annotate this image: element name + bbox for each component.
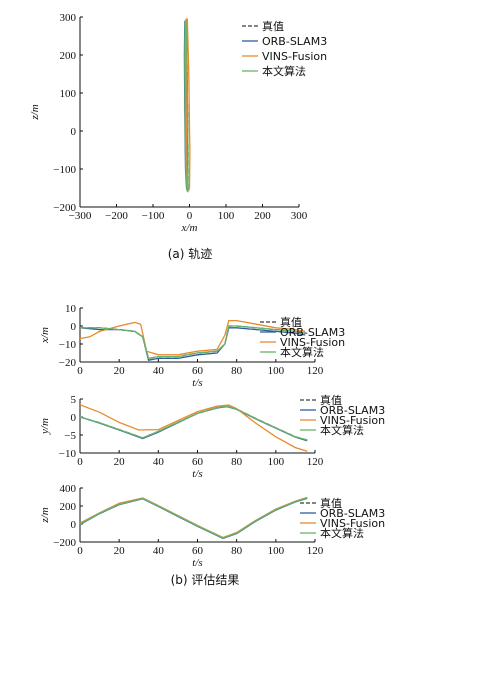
legend-label: 真值 <box>320 496 342 510</box>
y-tick-label: 200 <box>60 501 77 513</box>
y-axis-label: z/m <box>29 104 41 120</box>
x-tick-label: 120 <box>307 365 324 377</box>
y-tick-label: 0 <box>71 412 77 424</box>
y-tick-label: 10 <box>65 303 77 315</box>
legend-label: VINS-Fusion <box>320 517 385 530</box>
legend-label: 真值 <box>320 393 342 407</box>
legend-label: ORB-SLAM3 <box>262 35 327 48</box>
x-tick-label: −300 <box>69 210 92 222</box>
series-line-2 <box>185 18 191 192</box>
x-tick-label: 80 <box>231 456 243 468</box>
y-tick-label: 0 <box>71 321 77 333</box>
x-tick-label: 0 <box>77 456 83 468</box>
legend-label: ORB-SLAM3 <box>320 404 385 417</box>
y-tick-label: 400 <box>60 483 77 495</box>
y-tick-label: −200 <box>53 202 76 214</box>
chart-1: 0 20 40 60 80 100 120 −20 −10 0 10 t/s x/m 真值ORB-SLAM… <box>39 303 345 389</box>
x-tick-label: 120 <box>307 545 324 557</box>
y-tick-label: 5 <box>71 394 77 406</box>
legend-label: ORB-SLAM3 <box>280 326 345 339</box>
x-tick-label: 60 <box>192 365 204 377</box>
y-tick-label: 200 <box>60 50 77 62</box>
series-line-3 <box>80 325 306 360</box>
x-axis-label: t/s <box>192 468 202 480</box>
x-tick-label: 100 <box>268 365 285 377</box>
caption-a: (a) 轨迹 <box>168 247 213 261</box>
y-tick-label: −10 <box>59 339 77 351</box>
x-tick-label: 60 <box>192 456 204 468</box>
legend-label: 本文算法 <box>320 526 364 540</box>
x-tick-label: 100 <box>268 456 285 468</box>
x-tick-label: 20 <box>114 545 126 557</box>
series-line-1 <box>79 497 308 540</box>
legend-label: 本文算法 <box>262 64 306 78</box>
y-tick-label: −200 <box>53 537 76 549</box>
x-tick-label: 0 <box>77 365 83 377</box>
series-line-2 <box>79 496 308 539</box>
x-tick-label: 40 <box>153 456 165 468</box>
x-tick-label: 300 <box>291 210 308 222</box>
x-axis-label: t/s <box>192 557 202 569</box>
x-tick-label: 40 <box>153 365 165 377</box>
y-axis-label: x/m <box>39 327 51 344</box>
y-tick-label: −100 <box>53 164 76 176</box>
series-line-3 <box>79 405 308 441</box>
x-tick-label: 100 <box>268 545 285 557</box>
x-tick-label: 100 <box>218 210 235 222</box>
y-tick-label: 100 <box>60 88 77 100</box>
series-line-1 <box>79 327 306 361</box>
legend-label: 真值 <box>280 315 302 329</box>
y-tick-label: 300 <box>60 12 77 24</box>
legend-label: VINS-Fusion <box>262 50 327 63</box>
y-tick-label: −20 <box>59 357 77 369</box>
x-axis-label: x/m <box>181 222 198 234</box>
y-tick-label: −5 <box>64 430 76 442</box>
x-axis-label: t/s <box>192 377 202 389</box>
series-line-3 <box>79 497 308 539</box>
y-tick-label: 0 <box>71 126 77 138</box>
series-line-2 <box>79 319 306 356</box>
x-tick-label: 0 <box>187 210 193 222</box>
series-line-2 <box>79 404 308 452</box>
caption-b: (b) 评估结果 <box>171 573 240 587</box>
series-line-3 <box>184 20 189 193</box>
legend-label: 真值 <box>262 19 284 33</box>
chart-0: −300 −200 −100 0 100 200 300−200−1000100200300… <box>29 12 327 234</box>
y-tick-label: −10 <box>59 448 77 460</box>
x-tick-label: −200 <box>105 210 128 222</box>
legend-label: 本文算法 <box>280 345 324 359</box>
x-tick-label: 60 <box>192 545 204 557</box>
chart-3: 0 20 40 60 80 100 120−2000200400t/sz/m真值ORB-SL… <box>39 483 385 569</box>
legend-label: 本文算法 <box>320 423 364 437</box>
x-tick-label: 80 <box>231 545 243 557</box>
y-tick-label: 0 <box>71 519 77 531</box>
y-axis-label: z/m <box>39 507 51 523</box>
series-line-0 <box>79 497 308 539</box>
x-tick-label: 40 <box>153 545 165 557</box>
legend-label: ORB-SLAM3 <box>320 507 385 520</box>
x-tick-label: 20 <box>114 365 126 377</box>
legend-label: VINS-Fusion <box>280 336 345 349</box>
y-axis-label: y/m <box>39 418 51 435</box>
x-tick-label: −100 <box>142 210 165 222</box>
x-tick-label: 200 <box>254 210 271 222</box>
x-tick-label: 120 <box>307 456 324 468</box>
chart-2: 0 20 40 60 80 100 120 −10 −5 0 5 t/s y/m 真值ORB-SLAM3V… <box>39 393 385 480</box>
x-tick-label: 20 <box>114 456 126 468</box>
x-tick-label: 0 <box>77 545 83 557</box>
legend-label: VINS-Fusion <box>320 414 385 427</box>
x-tick-label: 80 <box>231 365 243 377</box>
